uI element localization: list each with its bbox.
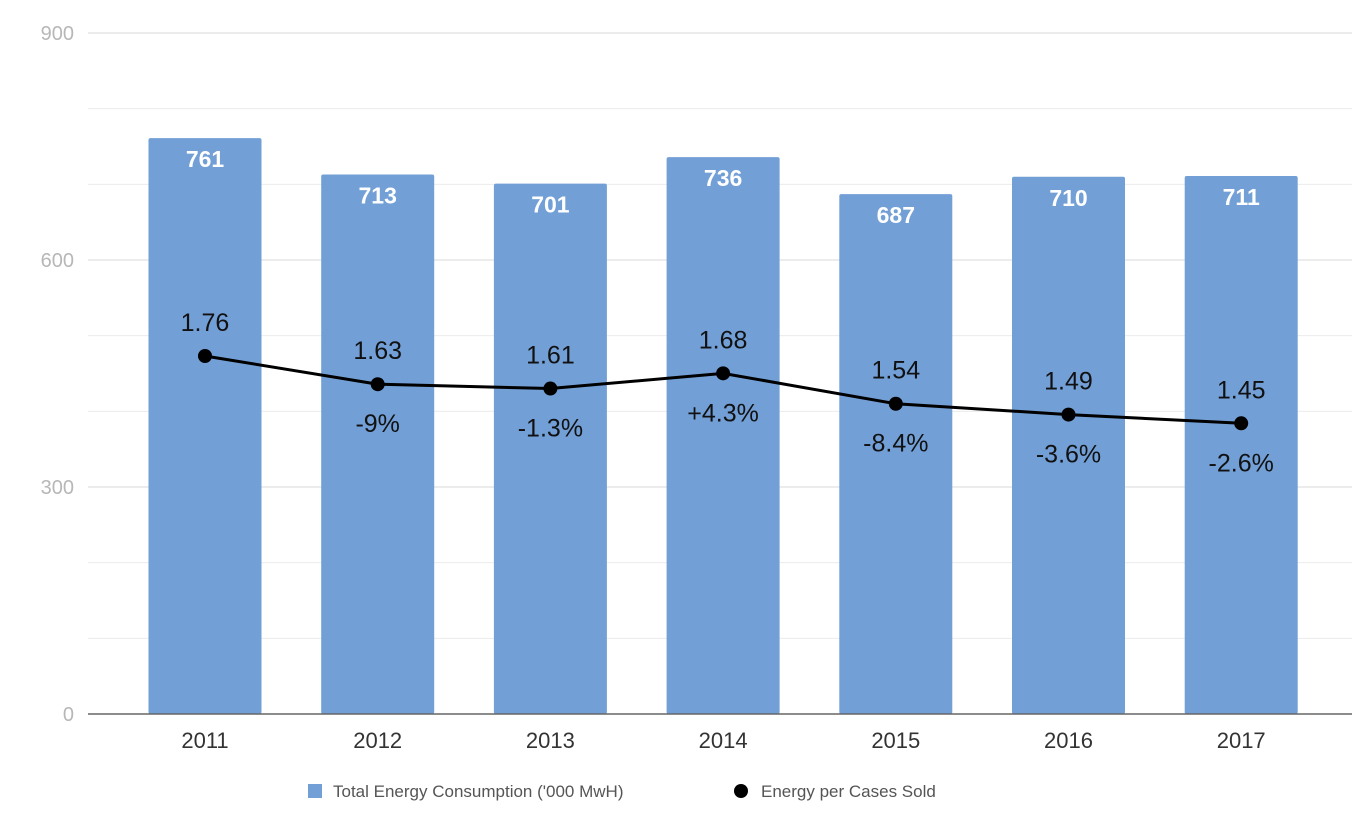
bars — [148, 138, 1298, 715]
bar-value-label: 710 — [1049, 185, 1087, 211]
line-point — [198, 349, 212, 363]
bar — [1012, 176, 1125, 714]
y-tick-label: 600 — [41, 250, 74, 272]
bar-value-label: 701 — [531, 192, 570, 218]
bar — [666, 157, 780, 715]
line-point — [1234, 416, 1249, 431]
line-point — [888, 396, 903, 411]
line-change-label: -1.3% — [518, 415, 583, 443]
legend-swatch-bar — [308, 784, 322, 798]
x-tick-label: 2015 — [871, 728, 920, 753]
line-point — [370, 377, 385, 392]
legend-label-bar: Total Energy Consumption ('000 MwH) — [333, 782, 623, 801]
line-point — [543, 381, 558, 396]
bar — [1184, 176, 1298, 714]
bar — [148, 138, 262, 715]
line-change-label: +4.3% — [687, 399, 759, 427]
y-axis-ticks: 900 600 300 0 — [41, 23, 74, 726]
line-point — [1061, 407, 1076, 422]
bar-value-label: 687 — [877, 202, 915, 228]
y-tick-label: 300 — [41, 477, 74, 499]
line-change-label: -8.4% — [863, 430, 928, 458]
bar — [321, 174, 435, 714]
bar-value-label: 713 — [359, 182, 397, 208]
line-point — [716, 366, 731, 381]
line-value-label: 1.61 — [526, 342, 575, 370]
bar — [493, 183, 607, 714]
x-tick-label: 2011 — [181, 728, 228, 753]
bar-value-label: 736 — [704, 165, 742, 191]
bar — [839, 194, 953, 715]
line-value-label: 1.45 — [1217, 376, 1266, 404]
x-tick-label: 2016 — [1044, 728, 1093, 753]
x-tick-label: 2013 — [526, 728, 575, 753]
line-value-label: 1.76 — [181, 309, 230, 337]
line-change-label: -9% — [355, 410, 399, 438]
bar-value-labels: 761 713 701 736 687 710 711 — [186, 146, 1260, 228]
bar-value-label: 711 — [1223, 184, 1260, 210]
line-value-label: 1.54 — [871, 357, 920, 385]
energy-per-case-line — [198, 349, 1249, 431]
x-axis-ticks: 2011 2012 2013 2014 2015 2016 2017 — [181, 728, 1265, 753]
line-value-labels: 1.76 1.63 -9% 1.61 -1.3% 1.68 +4.3% 1.54 -8.4% 1.… — [181, 309, 1274, 477]
line-value-label: 1.68 — [699, 326, 748, 354]
legend-label-line: Energy per Cases Sold — [761, 782, 936, 801]
line-value-label: 1.63 — [353, 337, 402, 365]
y-tick-label: 900 — [41, 23, 74, 45]
x-tick-label: 2014 — [699, 728, 748, 753]
line-change-label: -2.6% — [1209, 449, 1274, 477]
y-tick-label: 0 — [63, 704, 74, 726]
legend-swatch-line — [734, 784, 748, 798]
bar-value-label: 761 — [186, 146, 225, 172]
x-tick-label: 2017 — [1217, 728, 1266, 753]
legend: Total Energy Consumption ('000 MwH) Ener… — [308, 782, 936, 801]
x-tick-label: 2012 — [353, 728, 402, 753]
line-change-label: -3.6% — [1036, 441, 1101, 469]
line-value-label: 1.49 — [1044, 368, 1093, 396]
